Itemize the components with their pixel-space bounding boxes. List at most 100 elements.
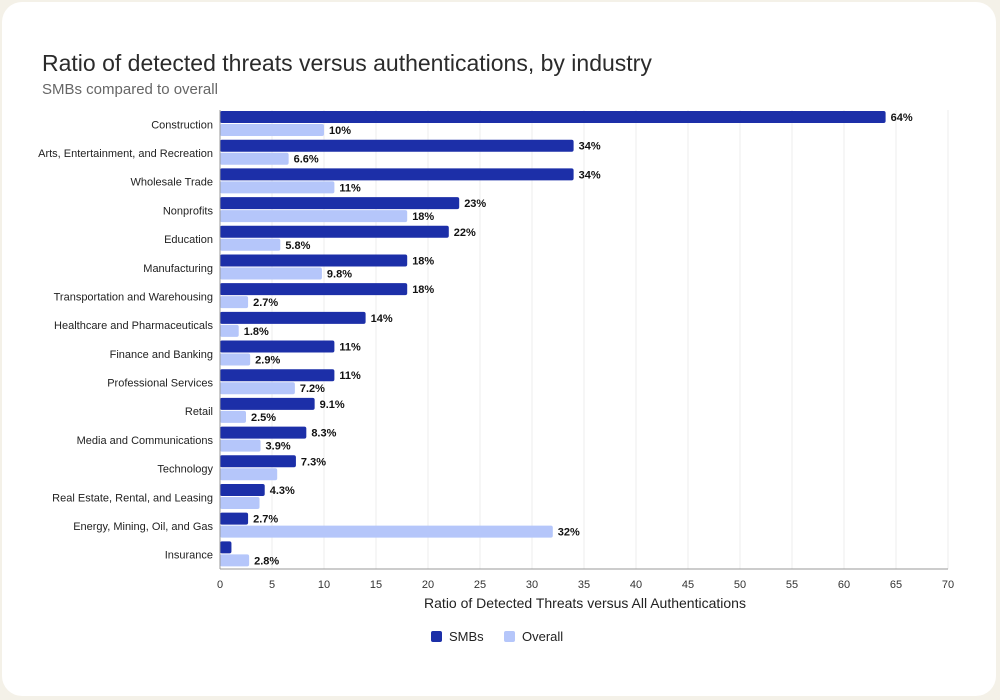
data-label-smbs: 8.3%: [311, 428, 336, 440]
category-label: Wholesale Trade: [130, 177, 213, 189]
category-label: Healthcare and Pharmaceuticals: [54, 320, 213, 332]
axes: 0 5 10 15 20 25 30 35 40 45 50 55 60 65 70 Construction…: [38, 110, 954, 591]
category-label: Education: [164, 234, 213, 246]
category-label: Retail: [185, 406, 213, 418]
x-tick-label: 0: [217, 579, 223, 591]
bar-smbs: [220, 483, 265, 496]
bar-smbs: [220, 311, 366, 324]
data-label-smbs: 34%: [579, 169, 601, 181]
data-label-overall: 7.2%: [300, 383, 325, 395]
category-label: Professional Services: [107, 378, 213, 390]
x-tick-label: 40: [630, 579, 642, 591]
legend: SMBs Overall: [431, 629, 563, 644]
data-label-overall: 2.5%: [251, 412, 276, 424]
data-label-smbs: 22%: [454, 227, 476, 239]
category-label: Insurance: [165, 550, 213, 562]
bar-overall: [220, 238, 281, 251]
data-label-overall: 18%: [412, 211, 434, 223]
data-label-smbs: 34%: [579, 141, 601, 153]
bar-smbs: [220, 397, 315, 410]
bar-overall: [220, 324, 239, 337]
x-tick-label: 15: [370, 579, 382, 591]
data-label-smbs: 7.3%: [301, 456, 326, 468]
category-label: Finance and Banking: [110, 349, 213, 361]
bar-smbs: [220, 225, 449, 238]
bar-overall: [220, 496, 260, 509]
bar-overall: [220, 152, 289, 165]
bar-overall: [220, 296, 249, 309]
data-label-overall: 2.8%: [254, 555, 279, 567]
bar-smbs: [220, 369, 335, 382]
bar-smbs: [220, 541, 232, 554]
data-label-smbs: 2.7%: [253, 514, 278, 526]
data-label-overall: 11%: [339, 182, 361, 194]
bar-overall: [220, 554, 250, 567]
category-label: Energy, Mining, Oil, and Gas: [73, 521, 213, 533]
x-tick-label: 5: [269, 579, 275, 591]
data-label-overall: 5.8%: [285, 240, 310, 252]
data-label-smbs: 18%: [412, 255, 434, 267]
bar-overall: [220, 353, 251, 366]
bar-smbs: [220, 139, 574, 152]
bar-smbs: [220, 254, 408, 267]
data-label-smbs: 11%: [339, 342, 361, 354]
data-label-overall: 1.8%: [244, 326, 269, 338]
x-tick-label: 60: [838, 579, 850, 591]
bars: 64% 10% 34% 6.6% 34% 11% 23% 18% 22% 5.8% 18% 9.8% 1…: [220, 111, 913, 567]
data-label-smbs: 9.1%: [320, 399, 345, 411]
data-label-smbs: 23%: [464, 198, 486, 210]
data-label-overall: 2.7%: [253, 297, 278, 309]
chart-title: Ratio of detected threats versus authent…: [42, 50, 652, 76]
x-tick-label: 10: [318, 579, 330, 591]
data-label-smbs: 64%: [891, 112, 913, 124]
data-label-overall: 10%: [329, 125, 351, 137]
bar-overall: [220, 210, 408, 223]
legend-label-overall: Overall: [522, 629, 563, 644]
bar-smbs: [220, 168, 574, 181]
data-label-overall: 6.6%: [294, 154, 319, 166]
category-label: Transportation and Warehousing: [54, 291, 213, 303]
category-label: Real Estate, Rental, and Leasing: [52, 492, 213, 504]
legend-swatch-smbs: [431, 631, 442, 642]
bar-overall: [220, 267, 322, 280]
category-label: Construction: [151, 119, 213, 131]
category-label: Manufacturing: [143, 263, 213, 275]
data-label-overall: 3.9%: [266, 441, 291, 453]
x-tick-label: 55: [786, 579, 798, 591]
category-label: Arts, Entertainment, and Recreation: [38, 148, 213, 160]
bar-smbs: [220, 455, 296, 468]
category-label: Media and Communications: [77, 435, 214, 447]
bar-smbs: [220, 340, 335, 353]
x-tick-label: 45: [682, 579, 694, 591]
x-tick-label: 65: [890, 579, 902, 591]
category-label: Nonprofits: [163, 205, 214, 217]
bar-overall: [220, 439, 261, 452]
x-tick-label: 35: [578, 579, 590, 591]
bar-smbs: [220, 197, 460, 210]
data-label-smbs: 14%: [371, 313, 393, 325]
bar-overall: [220, 468, 278, 481]
bar-smbs: [220, 512, 249, 525]
x-tick-label: 30: [526, 579, 538, 591]
data-label-smbs: 11%: [339, 370, 361, 382]
data-label-overall: 2.9%: [255, 355, 280, 367]
category-label: Technology: [157, 464, 213, 476]
bar-overall: [220, 410, 246, 423]
x-tick-label: 50: [734, 579, 746, 591]
legend-label-smbs: SMBs: [449, 629, 484, 644]
bar-smbs: [220, 111, 886, 123]
bar-smbs: [220, 283, 408, 296]
chart-subtitle: SMBs compared to overall: [42, 81, 218, 98]
bar-overall: [220, 382, 295, 395]
x-axis-label: Ratio of Detected Threats versus All Aut…: [424, 595, 746, 611]
bar-overall: [220, 124, 324, 136]
gridlines: [271, 110, 949, 569]
bar-smbs: [220, 426, 307, 439]
bar-overall: [220, 525, 553, 538]
data-label-smbs: 4.3%: [270, 485, 295, 497]
x-tick-label: 25: [474, 579, 486, 591]
data-label-overall: 9.8%: [327, 268, 352, 280]
x-tick-label: 20: [422, 579, 434, 591]
bar-overall: [220, 181, 335, 194]
